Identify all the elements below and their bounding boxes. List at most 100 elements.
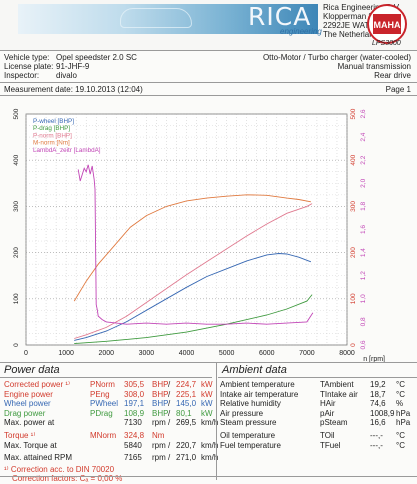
ambient-val: 19,2	[370, 380, 386, 389]
power-row: Max. attained RPM 7165 rpm/ 271,0 km/h	[4, 453, 218, 463]
power-u2: km/h	[201, 440, 219, 450]
ambient-row: Ambient temperature TAmbient 19,2 °C	[220, 380, 415, 390]
x-tick-label: 2000	[98, 350, 114, 357]
power-v1: 305,5	[124, 380, 145, 389]
power-sl: /	[168, 440, 171, 450]
power-v1: 5840	[124, 440, 142, 450]
right-tick-label-lambda: 1,8	[360, 202, 367, 211]
power-u2: kW	[201, 408, 213, 418]
license-plate-label: License plate:	[4, 62, 54, 71]
x-tick-label: 1000	[58, 350, 74, 357]
series-line-3	[73, 194, 311, 302]
ambient-row: Relative humidity HAir 74,6%	[220, 399, 415, 409]
ambient-val: ---,-	[370, 430, 383, 440]
ambient-row: Oil temperature TOil ---,- °C	[220, 431, 415, 441]
x-tick-label: 0	[24, 350, 28, 357]
ambient-label: Relative humidity	[220, 399, 281, 409]
right-tick-label-power: 100	[350, 293, 357, 304]
ambient-val: 16,6	[370, 418, 386, 428]
ambient-row: Air pressure pAir 1008,9 hPa	[220, 409, 415, 419]
power-row: Max. Torque at 5840 rpm/ 220,7 km/h	[4, 440, 218, 451]
right-tick-label-lambda: 2,2	[360, 155, 367, 164]
right-tick-label-lambda: 0,6	[360, 340, 367, 349]
power-u1: rpm	[152, 418, 166, 428]
logo-text: MAHA	[374, 20, 401, 30]
power-v1: 7165	[124, 453, 142, 463]
license-plate-value: 91-JHF-9	[56, 62, 90, 71]
right-tick-label-lambda: 2,0	[360, 178, 367, 187]
right-tick-label-power: 0	[350, 343, 357, 347]
power-label: Max. Torque at	[4, 440, 57, 450]
engine-type: Otto-Motor / Turbo charger (water-cooled…	[262, 53, 411, 62]
power-row: Max. power at 7130 rpm/ 269,5 km/h	[4, 418, 218, 428]
x-tick-label: 8000	[339, 350, 355, 357]
power-v2: 145,0	[176, 399, 197, 409]
power-v2: 220,7	[176, 440, 197, 450]
divider	[0, 95, 417, 96]
power-sl: /	[168, 380, 171, 389]
series-line-0	[74, 253, 312, 341]
ambient-sym: pSteam	[320, 418, 348, 428]
correction-factors: Correction factors: Cₐ = 0,00 %	[12, 474, 123, 484]
power-label: Max. power at	[4, 418, 55, 428]
company-city: 2292JE WATERINGEN	[323, 21, 406, 30]
power-u1: BHP	[152, 399, 169, 409]
divider	[0, 362, 417, 363]
power-sl: /	[168, 453, 171, 463]
ambient-label: Steam pressure	[220, 418, 277, 428]
ambient-val: 74,6	[370, 399, 386, 409]
divider	[0, 476, 417, 477]
ambient-sym: TOil	[320, 430, 335, 440]
power-u1: Nm	[152, 430, 165, 440]
power-u1: rpm	[152, 440, 166, 450]
ambient-sym: TAmbient	[320, 380, 354, 389]
ambient-row: Intake air temperature TIntake air 18,7 °C	[220, 390, 415, 400]
legend-entry: P-drag [BHP]	[33, 125, 70, 132]
power-sl: /	[168, 399, 171, 409]
x-tick-label: 5000	[219, 350, 235, 357]
car-silhouette-icon	[120, 8, 192, 28]
power-v1: 308,0	[124, 389, 145, 399]
legend-entry: P-wheel [BHP]	[33, 118, 74, 125]
left-tick-label: 0	[13, 343, 20, 347]
right-tick-label-power: 400	[350, 154, 357, 165]
vehicle-info: Vehicle type: Opel speedster 2.0 SC Licen…	[4, 53, 137, 80]
ambient-val: 18,7	[370, 389, 386, 399]
power-sym: PNorm	[90, 380, 115, 389]
power-v2: 271,0	[176, 453, 197, 463]
left-tick-label: 500	[13, 108, 20, 119]
ambient-sym: TFuel	[320, 440, 341, 450]
power-v1: 324,8	[124, 430, 145, 440]
series-line-2	[74, 203, 313, 339]
power-sl: /	[168, 408, 171, 418]
left-tick-label: 400	[13, 154, 20, 165]
x-tick-label: 7000	[299, 350, 315, 357]
header-banner	[18, 4, 318, 34]
vehicle-type-label: Vehicle type:	[4, 53, 50, 62]
ambient-label: Intake air temperature	[220, 389, 299, 399]
series-line-4	[77, 164, 314, 325]
power-u2: km/h	[201, 418, 219, 428]
ambient-label: Fuel temperature	[220, 440, 281, 450]
measurement-date: Measurement date: 19.10.2013 (12:04)	[4, 85, 143, 94]
engine-info: Otto-Motor / Turbo charger (water-cooled…	[263, 53, 411, 80]
maha-logo-icon: MAHA	[367, 4, 407, 44]
right-tick-label-lambda: 0,8	[360, 317, 367, 326]
power-v2: 224,7	[176, 380, 197, 389]
power-sym: PDrag	[90, 408, 113, 418]
power-label: Torque ¹⁾	[4, 430, 36, 440]
ambient-val: ---,-	[370, 440, 383, 450]
power-sym: PWheel	[90, 399, 119, 409]
drive-type: Rear drive	[374, 71, 411, 80]
transmission-type: Manual transmission	[337, 62, 411, 71]
right-tick-label-lambda: 2,4	[360, 132, 367, 141]
power-u2: km/h	[201, 453, 219, 463]
x-axis-unit: n [rpm]	[363, 356, 385, 363]
ambient-data-title: Ambient data	[222, 364, 287, 376]
ambient-unit: hPa	[396, 418, 411, 428]
ambient-val: 1008,9	[370, 408, 395, 418]
power-u2: kW	[201, 399, 213, 409]
ambient-label: Ambient temperature	[220, 380, 295, 389]
ambient-sym: pAir	[320, 408, 335, 418]
x-tick-label: 3000	[139, 350, 155, 357]
